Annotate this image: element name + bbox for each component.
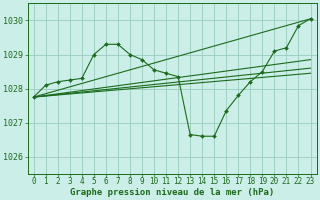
- X-axis label: Graphe pression niveau de la mer (hPa): Graphe pression niveau de la mer (hPa): [70, 188, 274, 197]
